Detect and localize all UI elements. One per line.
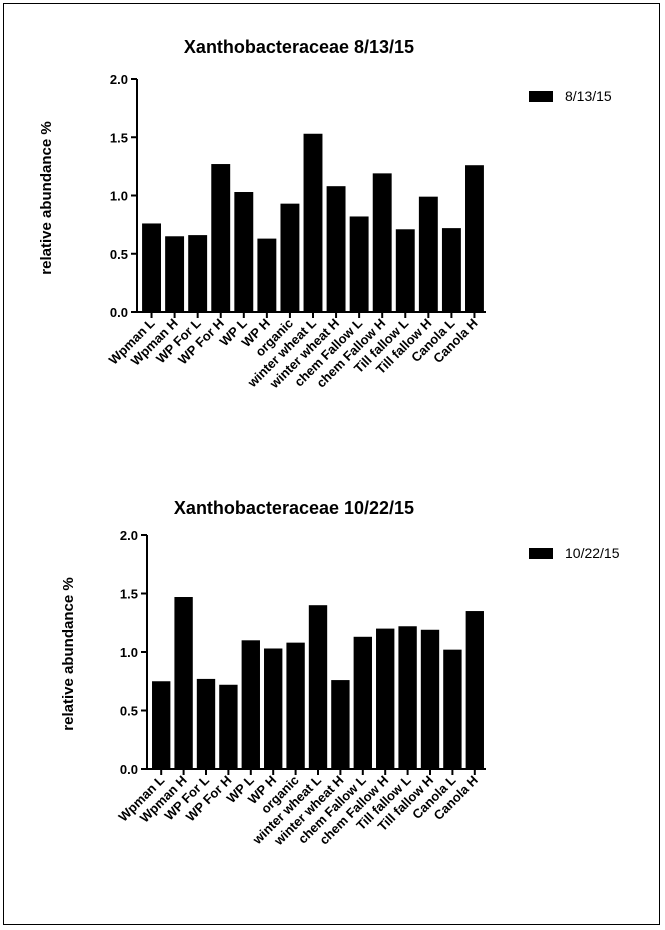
chart-1-legend: 8/13/15 <box>529 88 612 104</box>
chart-2-legend-label: 10/22/15 <box>565 545 620 561</box>
bar <box>376 628 395 769</box>
y-tick-label: 0.0 <box>120 762 138 777</box>
bar <box>331 680 350 769</box>
chart-1-legend-label: 8/13/15 <box>565 88 612 104</box>
bar <box>420 629 440 769</box>
bar <box>326 186 346 312</box>
bar <box>395 229 415 312</box>
chart-2-title: Xanthobacteraceae 10/22/15 <box>174 498 414 518</box>
y-tick-label: 0.0 <box>110 305 128 320</box>
bar <box>219 684 238 769</box>
bar <box>196 678 216 769</box>
bar <box>398 626 417 769</box>
y-tick-label: 0.5 <box>110 247 128 262</box>
bar <box>372 173 392 312</box>
chart-1-title: Xanthobacteraceae 8/13/15 <box>184 37 414 57</box>
chart-1-bars <box>142 133 484 312</box>
bar <box>264 648 283 769</box>
y-tick-label: 1.0 <box>120 645 138 660</box>
bar <box>349 216 369 312</box>
chart-2-legend: 10/22/15 <box>529 545 620 561</box>
chart-2-ylabel: relative abundance % <box>60 577 77 730</box>
bar <box>303 133 323 312</box>
bar <box>353 636 372 769</box>
bar <box>286 642 305 769</box>
y-tick-label: 1.0 <box>110 189 128 204</box>
bar <box>211 164 231 312</box>
chart-1-ylabel: relative abundance % <box>38 121 55 274</box>
chart-2: Xanthobacteraceae 10/22/15 relative abun… <box>60 498 620 849</box>
bar <box>152 681 171 769</box>
bar <box>142 223 161 312</box>
bar <box>465 165 484 312</box>
bar <box>443 649 462 769</box>
y-tick-label: 2.0 <box>110 72 128 87</box>
chart-1-legend-swatch <box>529 91 553 102</box>
bar <box>441 228 461 312</box>
y-tick-label: 0.5 <box>120 704 138 719</box>
bar <box>188 235 208 312</box>
bar <box>165 236 185 312</box>
chart-1: Xanthobacteraceae 8/13/15 relative abund… <box>38 37 612 392</box>
bar <box>241 640 260 769</box>
bar <box>234 192 254 312</box>
y-tick-label: 1.5 <box>120 587 138 602</box>
bar <box>257 238 277 312</box>
bar <box>174 597 193 769</box>
figure-frame <box>3 3 660 925</box>
bar <box>280 203 300 312</box>
y-tick-label: 1.5 <box>110 130 128 145</box>
bar <box>465 611 484 769</box>
y-tick-label: 2.0 <box>120 528 138 543</box>
bar <box>418 196 438 312</box>
chart-2-bars <box>152 597 484 769</box>
bar <box>308 605 328 769</box>
chart-2-legend-swatch <box>529 548 553 559</box>
